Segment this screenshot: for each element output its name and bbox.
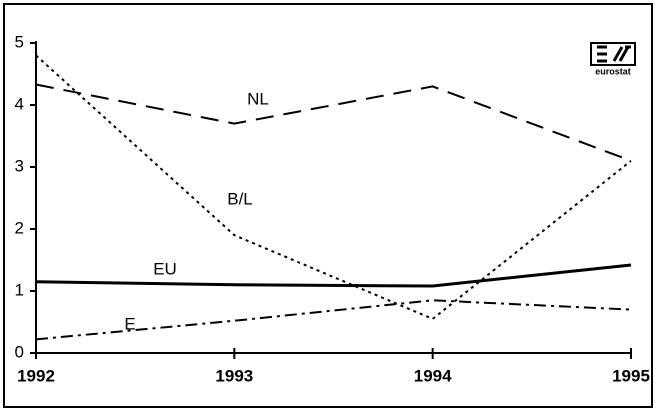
y-tick-label: 2 xyxy=(15,218,24,237)
x-tick-label: 1995 xyxy=(612,366,650,385)
series-label: E xyxy=(124,314,135,333)
frame xyxy=(3,3,653,408)
series-line xyxy=(35,263,632,288)
y-tick-label: 0 xyxy=(15,342,24,361)
logo-glyph xyxy=(597,45,631,63)
logo: eurostat xyxy=(590,42,636,76)
y-tick-label: 1 xyxy=(15,280,24,299)
series-label: NL xyxy=(247,89,269,108)
y-tick-label: 4 xyxy=(15,94,24,113)
y-tick-label: 5 xyxy=(15,32,24,51)
x-tick-label: 1994 xyxy=(414,366,452,385)
series-line xyxy=(35,54,632,321)
series-label: B/L xyxy=(227,189,253,208)
x-tick-label: 1992 xyxy=(17,366,55,385)
logo-text: eurostat xyxy=(595,66,631,76)
series-line xyxy=(35,83,632,162)
y-tick-label: 3 xyxy=(15,156,24,175)
series-label: EU xyxy=(153,259,177,278)
x-tick-label: 1993 xyxy=(215,366,253,385)
